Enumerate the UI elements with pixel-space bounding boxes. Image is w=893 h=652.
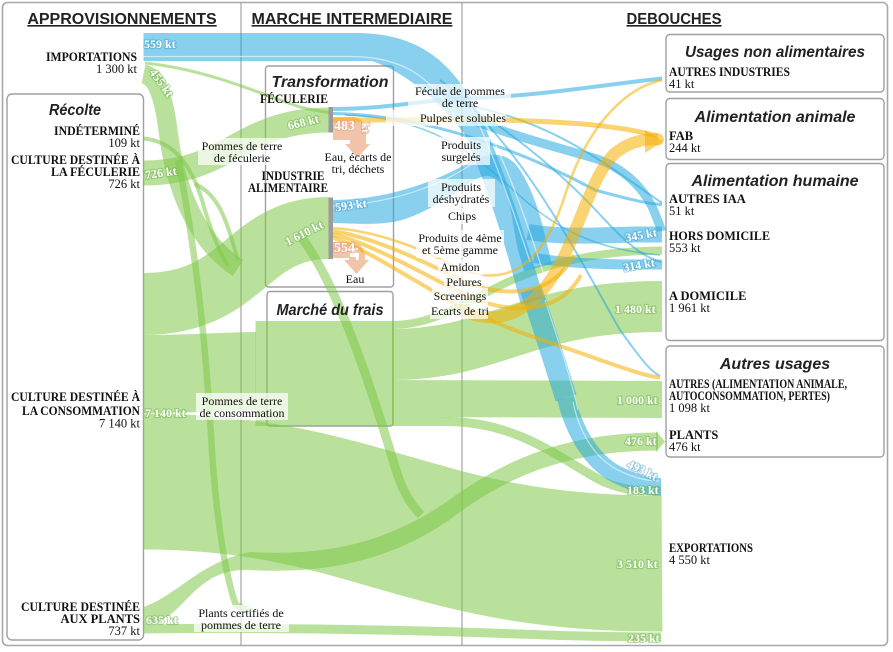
svg-text:ALIMENTAIRE: ALIMENTAIRE <box>248 181 328 195</box>
svg-text:Marché du frais: Marché du frais <box>277 302 384 319</box>
svg-text:de consommation: de consommation <box>200 406 285 420</box>
svg-text:PLANTS: PLANTS <box>669 428 718 442</box>
svg-text:Produits de 4ème: Produits de 4ème <box>418 231 501 245</box>
svg-text:surgelés: surgelés <box>441 150 480 164</box>
svg-text:483: 483 <box>334 119 355 134</box>
svg-text:Pulpes et solubles: Pulpes et solubles <box>420 111 506 125</box>
svg-text:IMPORTATIONS: IMPORTATIONS <box>46 50 137 64</box>
svg-text:Autres usages: Autres usages <box>719 356 830 373</box>
svg-text:HORS DOMICILE: HORS DOMICILE <box>669 229 770 243</box>
svg-text:Fécule de pommes: Fécule de pommes <box>415 84 505 98</box>
svg-text:1 098 kt: 1 098 kt <box>669 401 711 415</box>
svg-text:7 140 kt: 7 140 kt <box>145 406 186 420</box>
svg-text:kt: kt <box>359 123 371 133</box>
svg-text:314 kt: 314 kt <box>622 255 656 274</box>
svg-text:CULTURE DESTINÉE: CULTURE DESTINÉE <box>21 600 140 614</box>
svg-text:244 kt: 244 kt <box>669 141 701 155</box>
svg-text:345 kt: 345 kt <box>624 225 658 244</box>
svg-text:635 kt: 635 kt <box>146 613 178 627</box>
svg-text:Pommes de terre: Pommes de terre <box>202 139 283 153</box>
svg-text:Ecarts de tri: Ecarts de tri <box>431 304 490 318</box>
svg-text:726 kt: 726 kt <box>108 177 140 191</box>
svg-text:Chips: Chips <box>448 209 476 223</box>
svg-text:Produits: Produits <box>441 180 481 194</box>
svg-text:554: 554 <box>334 241 355 256</box>
svg-text:de terre: de terre <box>442 96 478 110</box>
svg-text:3 510 kt: 3 510 kt <box>617 557 658 571</box>
svg-text:Screenings: Screenings <box>434 289 487 303</box>
svg-text:déshydratés: déshydratés <box>433 192 490 206</box>
svg-text:1 300 kt: 1 300 kt <box>96 62 138 76</box>
svg-text:FÉCULERIE: FÉCULERIE <box>260 92 328 106</box>
svg-text:AUTRES IAA: AUTRES IAA <box>669 192 746 206</box>
svg-text:183 kt: 183 kt <box>627 483 659 497</box>
svg-text:476 kt: 476 kt <box>669 440 701 454</box>
svg-text:1 000 kt: 1 000 kt <box>617 393 658 407</box>
svg-text:Pelures: Pelures <box>446 275 482 289</box>
svg-text:109 kt: 109 kt <box>108 136 140 150</box>
svg-text:41 kt: 41 kt <box>669 77 695 91</box>
svg-text:Eau, écarts de: Eau, écarts de <box>325 150 392 164</box>
svg-text:pommes de terre: pommes de terre <box>201 618 281 632</box>
svg-text:APPROVISIONNEMENTS: APPROVISIONNEMENTS <box>27 11 217 28</box>
svg-text:Alimentation humaine: Alimentation humaine <box>690 173 858 190</box>
svg-text:726 kt: 726 kt <box>144 164 177 182</box>
svg-text:CULTURE DESTINÉE À: CULTURE DESTINÉE À <box>11 153 140 167</box>
svg-text:51 kt: 51 kt <box>669 204 695 218</box>
svg-text:1 961 kt: 1 961 kt <box>669 301 711 315</box>
svg-text:Amidon: Amidon <box>440 260 479 274</box>
svg-text:AUTRES INDUSTRIES: AUTRES INDUSTRIES <box>669 65 790 79</box>
svg-text:AUX PLANTS: AUX PLANTS <box>60 612 140 626</box>
svg-text:4 550 kt: 4 550 kt <box>669 553 711 567</box>
svg-text:AUTOCONSOMMATION, PERTES): AUTOCONSOMMATION, PERTES) <box>669 389 830 403</box>
svg-text:tri, déchets: tri, déchets <box>332 162 385 176</box>
svg-text:FAB: FAB <box>669 129 693 143</box>
svg-text:MARCHE INTERMEDIAIRE: MARCHE INTERMEDIAIRE <box>252 11 453 28</box>
svg-text:A DOMICILE: A DOMICILE <box>669 289 746 303</box>
svg-text:737 kt: 737 kt <box>108 624 140 638</box>
svg-text:235 kt: 235 kt <box>628 631 660 645</box>
svg-text:Alimentation animale: Alimentation animale <box>694 109 856 126</box>
svg-text:Pommes de terre: Pommes de terre <box>202 394 283 408</box>
svg-text:553 kt: 553 kt <box>669 241 701 255</box>
svg-text:Eau: Eau <box>346 272 365 286</box>
svg-text:DEBOUCHES: DEBOUCHES <box>627 11 722 28</box>
svg-text:Plants certifiés de: Plants certifiés de <box>198 606 283 620</box>
svg-text:EXPORTATIONS: EXPORTATIONS <box>669 541 753 555</box>
svg-text:Usages non alimentaires: Usages non alimentaires <box>685 44 865 61</box>
svg-text:et 5ème gamme: et 5ème gamme <box>422 243 498 257</box>
svg-text:1 480 kt: 1 480 kt <box>615 302 656 316</box>
svg-text:476 kt: 476 kt <box>625 434 657 448</box>
svg-text:INDUSTRIE: INDUSTRIE <box>262 169 325 183</box>
svg-text:559 kt: 559 kt <box>144 37 176 51</box>
svg-text:LA FÉCULERIE: LA FÉCULERIE <box>51 165 140 179</box>
svg-text:7 140 kt: 7 140 kt <box>99 417 141 431</box>
svg-text:Transformation: Transformation <box>271 74 388 91</box>
svg-text:Récolte: Récolte <box>49 102 101 119</box>
svg-text:AUTRES (ALIMENTATION ANIMALE,: AUTRES (ALIMENTATION ANIMALE, <box>669 377 847 391</box>
svg-text:LA CONSOMMATION: LA CONSOMMATION <box>22 404 140 418</box>
svg-text:Produits: Produits <box>441 138 481 152</box>
svg-text:de féculerie: de féculerie <box>214 151 270 165</box>
svg-text:593 kt: 593 kt <box>334 196 367 214</box>
svg-text:INDÉTERMINÉ: INDÉTERMINÉ <box>54 124 140 138</box>
svg-text:CULTURE DESTINÉE À: CULTURE DESTINÉE À <box>11 390 140 404</box>
